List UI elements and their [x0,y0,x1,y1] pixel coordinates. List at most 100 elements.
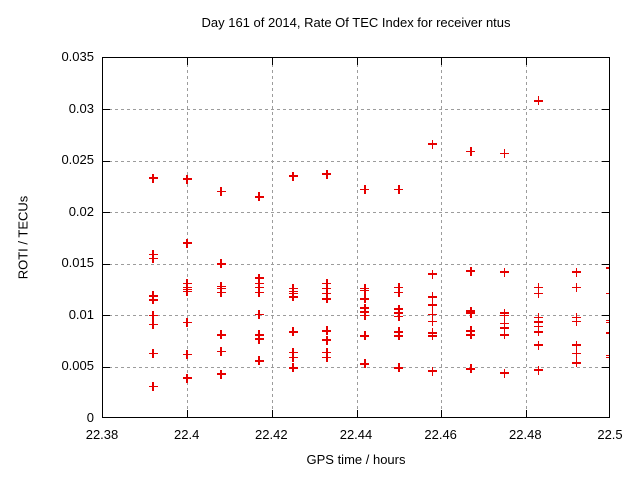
data-point [534,365,544,375]
data-point [322,284,332,294]
data-point [182,174,192,184]
data-point [182,318,192,328]
data-point [606,318,609,327]
data-point [216,346,226,356]
data-point [254,356,264,366]
data-point [428,292,438,302]
data-point [606,289,609,298]
plot-area [102,57,610,418]
tick-mark [525,58,527,65]
data-point [254,334,264,344]
tick-mark [602,109,609,111]
data-point [500,330,510,340]
data-point [182,287,192,297]
data-point [572,267,582,277]
y-tick-label: 0.025 [61,152,94,168]
data-point [572,283,582,292]
gridline-horizontal [103,366,609,368]
data-point [216,330,226,340]
data-point [606,328,609,337]
data-point [500,148,510,158]
data-point [148,320,158,330]
data-point [322,294,332,304]
data-point [606,263,609,272]
x-tick-label: 22.46 [424,427,457,442]
data-point [394,283,404,292]
data-point [466,364,476,374]
data-point [288,171,298,181]
data-point [572,349,582,359]
y-tick-label: 0.02 [68,203,94,219]
data-point [288,353,298,363]
data-point [500,368,510,378]
data-point [254,309,264,319]
data-point [322,169,332,179]
data-point [288,292,298,302]
data-point [428,139,438,149]
y-tick-label: 0.005 [61,358,94,374]
data-point [428,317,438,327]
tick-mark [441,410,443,417]
data-point [216,288,226,298]
data-point [216,187,226,197]
x-tick-label: 22.4 [174,427,200,442]
data-point [534,289,544,299]
tick-mark [441,58,443,65]
data-point [322,278,332,288]
data-point [322,347,332,357]
data-point [394,288,404,298]
data-point [322,353,332,363]
data-point [254,283,264,292]
data-point [466,330,476,340]
data-point [606,316,609,325]
tick-mark [602,212,609,214]
y-tick-label: 0.015 [61,255,94,271]
chart-title: Day 161 of 2014, Rate Of TEC Index for r… [201,15,511,30]
data-point [500,310,510,320]
data-point [254,273,264,283]
data-point [466,308,476,318]
data-point [428,331,438,341]
data-point [360,359,370,369]
tick-mark [187,58,189,65]
data-point [216,369,226,379]
data-point [428,269,438,279]
tick-mark [271,410,273,417]
data-point [428,300,438,310]
data-point [182,238,192,248]
data-point [466,146,476,156]
data-point [466,266,476,276]
data-point [360,310,370,320]
tick-mark [103,366,110,368]
tick-mark [356,58,358,65]
tick-mark [602,366,609,368]
data-point [322,335,332,345]
data-point [500,323,510,333]
gridline-vertical [271,58,273,417]
data-point [572,340,582,350]
data-point [254,192,264,202]
x-axis-title: GPS time / hours [306,452,406,467]
gridline-horizontal [103,109,609,111]
tick-mark [356,410,358,417]
data-point [148,295,158,305]
y-tick-label: 0.035 [61,49,94,64]
data-point [148,173,158,183]
tick-mark [602,160,609,162]
data-point [216,259,226,269]
gridline-horizontal [103,160,609,162]
x-tick-label: 22.5 [597,427,623,442]
data-point [500,267,510,277]
x-tick-label: 22.42 [255,427,288,442]
tick-mark [103,212,110,214]
data-point [572,358,582,368]
data-point [254,288,264,298]
y-tick-label: 0.01 [68,306,94,322]
y-tick-label: 0.03 [68,100,94,116]
data-point [360,185,370,195]
tick-mark [602,263,609,265]
y-axis-title: ROTI / TECUs [15,195,31,280]
data-point [148,349,158,359]
data-point [606,353,609,362]
gridline-vertical [187,58,189,417]
